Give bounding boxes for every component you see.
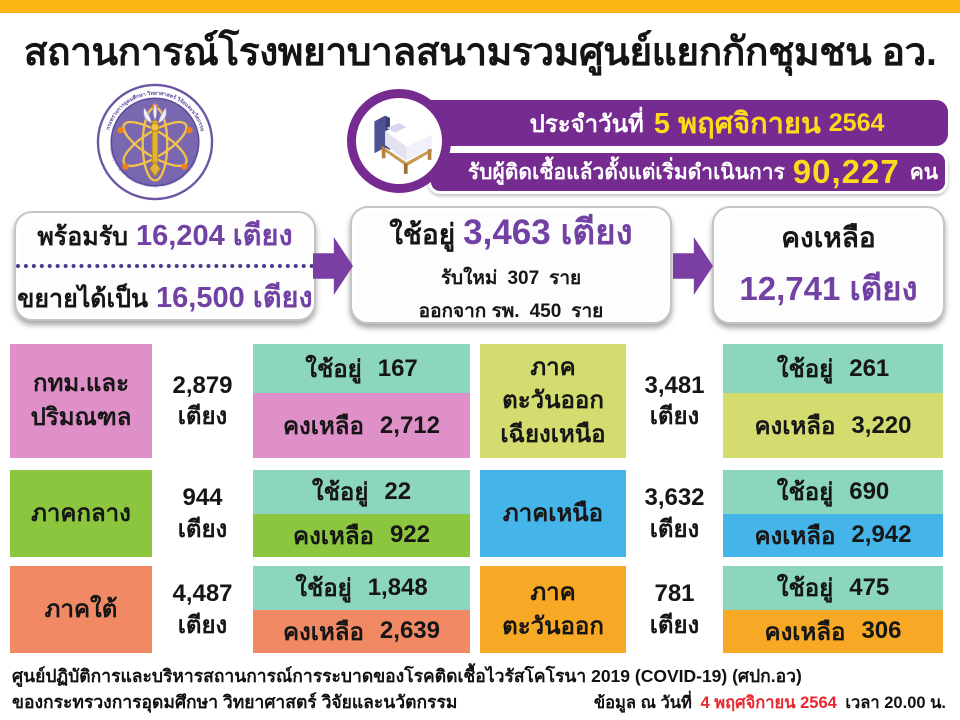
region-name: ภาค ตะวันออก — [480, 566, 626, 653]
ministry-logo: กระทรวงการอุดมศึกษา วิทยาศาสตร์ วิจัยและ… — [96, 83, 214, 201]
ready-line: พร้อมรับ 16,204 เตียง — [37, 220, 293, 252]
region-card-northeast: ภาค ตะวันออก เฉียงเหนือ 3,481 เตียง ใช้อยู่… — [480, 344, 943, 458]
region-name: ภาค ตะวันออก เฉียงเหนือ — [480, 344, 626, 458]
asof-date: 4 พฤศจิกายน 2564 — [700, 694, 837, 712]
total-admitted-banner: รับผู้ติดเชื้อแล้วตั้งแต่เริ่มดำเนินการ … — [428, 150, 948, 194]
ministry-seal-icon: กระทรวงการอุดมศึกษา วิทยาศาสตร์ วิจัยและ… — [96, 83, 214, 201]
total-value: 90,227 — [792, 153, 900, 190]
total-unit: คน — [909, 160, 939, 184]
date-prefix: ประจำวันที่ — [529, 110, 644, 138]
footer-data-asof: ข้อมูล ณ วันที่ 4 พฤศจิกายน 2564 เวลา 20… — [594, 690, 946, 716]
in-use-row: ใช้อยู่ 167 — [253, 344, 470, 394]
bed-icon — [374, 115, 432, 174]
region-total-beds: 4,487 เตียง — [172, 580, 233, 639]
asof-time: เวลา 20.00 น. — [845, 694, 946, 712]
asof-prefix: ข้อมูล ณ วันที่ — [593, 694, 692, 712]
remaining-row: คงเหลือ 3,220 — [723, 393, 943, 458]
in-use-box: ใช้อยู่ 3,463 เตียง รับใหม่ 307 ราย ออกจาก … — [350, 206, 672, 324]
remaining-row: คงเหลือ 922 — [253, 513, 470, 557]
in-use-row: ใช้อยู่ 475 — [723, 566, 943, 610]
region-total-beds: 2,879 เตียง — [172, 371, 233, 430]
region-usage: ใช้อยู่ 22 คงเหลือ 922 — [253, 470, 470, 557]
region-card-north: ภาคเหนือ 3,632 เตียง ใช้อยู่ 690 คงเหลือ 2,… — [480, 470, 943, 557]
total-label: รับผู้ติดเชื้อแล้วตั้งแต่เริ่มดำเนินการ — [467, 160, 785, 184]
in-use-row: ใช้อยู่ 1,848 — [253, 566, 470, 610]
region-name: ภาคกลาง — [10, 470, 152, 557]
region-card-east: ภาค ตะวันออก 781 เตียง ใช้อยู่ 475 คงเหลือ 3… — [480, 566, 943, 653]
page-title: สถานการณ์โรงพยาบาลสนามรวมศูนย์แยกกักชุมช… — [23, 31, 937, 74]
arrow-right-icon — [673, 237, 713, 295]
bed-badge — [347, 89, 451, 193]
date-value: 5 พฤศจิกายน — [653, 108, 821, 140]
region-total-beds: 781 เตียง — [649, 580, 700, 639]
region-total-beds: 3,481 เตียง — [644, 371, 705, 430]
in-use-line: ใช้อยู่ 3,463 เตียง — [389, 212, 633, 252]
region-usage: ใช้อยู่ 1,848 คงเหลือ 2,639 — [253, 566, 470, 653]
region-usage: ใช้อยู่ 690 คงเหลือ 2,942 — [723, 470, 943, 557]
remaining-row: คงเหลือ 2,712 — [253, 393, 470, 458]
remaining-value: 12,741 เตียง — [739, 269, 918, 307]
region-usage: ใช้อยู่ 167 คงเหลือ 2,712 — [253, 344, 470, 458]
in-use-row: ใช้อยู่ 690 — [723, 470, 943, 514]
capacity-box: พร้อมรับ 16,204 เตียง ขยายได้เป็น 16,500 เ… — [14, 211, 316, 321]
remaining-row: คงเหลือ 2,639 — [253, 609, 470, 653]
new-admissions-line: รับใหม่ 307 ราย — [440, 267, 582, 289]
region-usage: ใช้อยู่ 475 คงเหลือ 306 — [723, 566, 943, 653]
remaining-box: คงเหลือ 12,741 เตียง — [712, 206, 945, 324]
region-name: ภาคเหนือ — [480, 470, 626, 557]
dotted-divider — [16, 264, 314, 268]
date-year: 2564 — [828, 108, 885, 137]
top-yellow-strip — [0, 0, 960, 13]
region-name: กทม.และ ปริมณฑล — [10, 344, 152, 458]
in-use-row: ใช้อยู่ 22 — [253, 470, 470, 514]
region-total-beds: 3,632 เตียง — [644, 484, 705, 543]
remaining-label: คงเหลือ — [781, 221, 876, 253]
discharged-line: ออกจาก รพ. 450 ราย — [418, 300, 604, 322]
region-usage: ใช้อยู่ 261 คงเหลือ 3,220 — [723, 344, 943, 458]
footer-org-line2: ของกระทรวงการอุดมศึกษา วิทยาศาสตร์ วิจัย… — [12, 692, 458, 712]
expand-line: ขยายได้เป็น 16,500 เตียง — [17, 282, 313, 314]
region-card-bkk: กทม.และ ปริมณฑล 2,879 เตียง ใช้อยู่ 167 คงเ… — [10, 344, 470, 458]
remaining-row: คงเหลือ 2,942 — [723, 513, 943, 557]
region-card-south: ภาคใต้ 4,487 เตียง ใช้อยู่ 1,848 คงเหลือ 2,… — [10, 566, 470, 653]
arrow-right-icon — [313, 237, 353, 295]
region-card-central: ภาคกลาง 944 เตียง ใช้อยู่ 22 คงเหลือ 922 — [10, 470, 470, 557]
region-total-beds: 944 เตียง — [177, 484, 228, 543]
remaining-row: คงเหลือ 306 — [723, 609, 943, 653]
region-name: ภาคใต้ — [10, 566, 152, 653]
in-use-row: ใช้อยู่ 261 — [723, 344, 943, 394]
trident-icon — [143, 101, 167, 178]
date-banner: ประจำวันที่ 5 พฤศจิกายน 2564 — [420, 100, 948, 146]
footer-org-line1: ศูนย์ปฏิบัติการและบริหารสถานการณ์การระบา… — [12, 666, 802, 686]
